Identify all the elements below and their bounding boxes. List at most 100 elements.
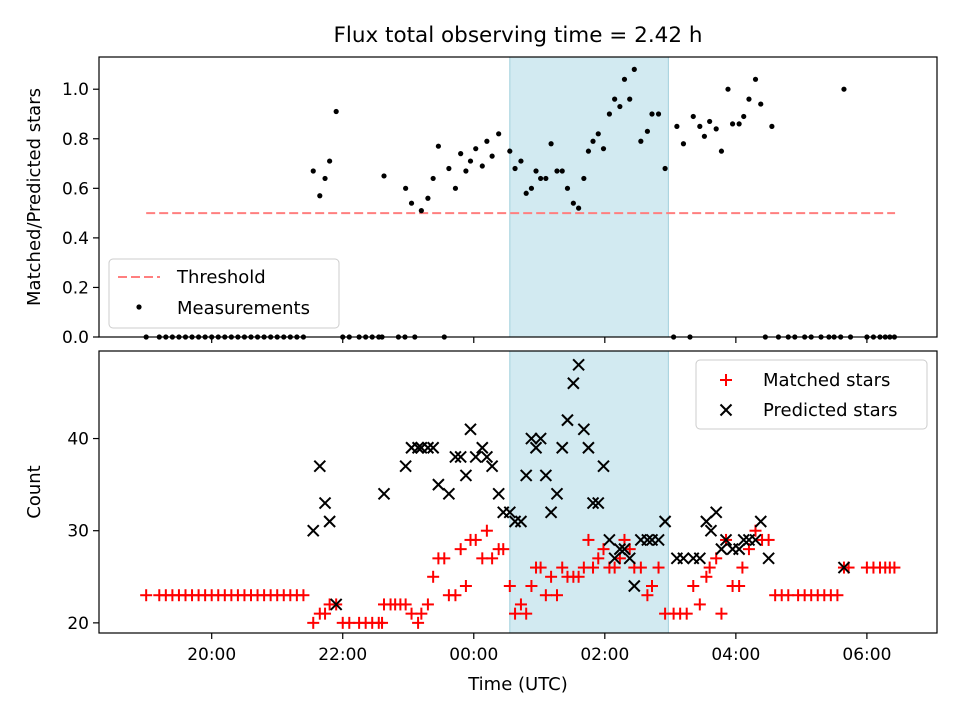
measurements-point xyxy=(479,163,485,169)
predicted-stars-point xyxy=(318,496,332,510)
measurements-point xyxy=(435,143,441,149)
predicted-stars-point xyxy=(514,515,528,528)
measurements-point xyxy=(463,168,469,174)
matched-stars-point xyxy=(645,580,658,592)
measurements-point xyxy=(403,185,409,191)
legend-predicted-swatch xyxy=(719,403,733,417)
predicted-stars-point xyxy=(544,506,558,519)
predicted-stars-point xyxy=(582,441,595,454)
predicted-stars-point xyxy=(525,432,538,445)
y-tick-label: 20 xyxy=(67,614,89,634)
measurements-point xyxy=(655,111,662,117)
measurements-point xyxy=(467,158,474,164)
predicted-stars-point xyxy=(749,533,762,547)
predicted-stars-point xyxy=(519,469,533,482)
predicted-stars-point xyxy=(550,487,564,501)
y-tick-label: 40 xyxy=(67,430,89,450)
measurements-point xyxy=(590,138,596,144)
measurements-point xyxy=(310,168,316,174)
measurements-point xyxy=(725,86,731,92)
legend-box xyxy=(108,258,340,329)
ratio-panel: 0.0 0.2 0.4 0.6 0.8 1.0 Matched/Predicted sta… xyxy=(24,56,938,348)
measurements-point xyxy=(841,86,847,92)
matched-stars-point xyxy=(736,561,749,574)
y-tick-label: 0.2 xyxy=(62,278,89,298)
measurements-point xyxy=(621,76,628,82)
measurements-point xyxy=(543,175,549,182)
matched-stars-point xyxy=(680,607,693,620)
measurements-point xyxy=(713,126,719,132)
matched-stars-point xyxy=(449,589,462,602)
legend-matched-label: Matched stars xyxy=(763,370,890,391)
matched-stars-point xyxy=(421,598,434,611)
matched-stars-point xyxy=(582,533,595,546)
matched-stars-point xyxy=(399,598,412,611)
predicted-stars-point xyxy=(454,450,467,464)
measurements-point xyxy=(644,128,651,134)
legend-box xyxy=(695,359,928,430)
measurements-point xyxy=(322,175,328,182)
predicted-stars-point xyxy=(567,377,580,390)
measurements-point xyxy=(512,165,518,172)
measurements-point xyxy=(418,208,424,214)
matched-stars-point xyxy=(376,616,389,629)
observing-window-shade-bottom xyxy=(509,350,669,634)
matched-stars-point xyxy=(550,589,563,602)
measurements-point xyxy=(446,165,452,172)
ratio-y-axis-label: Matched/Predicted stars xyxy=(24,88,45,306)
measurements-point xyxy=(570,200,576,206)
ratio-legend: Threshold Measurements xyxy=(108,258,340,329)
predicted-stars-point xyxy=(658,515,672,528)
x-tick-label: 02:00 xyxy=(580,645,629,665)
predicted-stars-point xyxy=(323,515,336,528)
measurements-point xyxy=(408,200,415,206)
matched-stars-point xyxy=(700,570,713,583)
x-tick-label: 04:00 xyxy=(711,645,760,665)
measurements-point xyxy=(507,148,513,154)
predicted-stars-point xyxy=(561,413,574,427)
measurements-point xyxy=(538,175,544,182)
predicted-stars-point xyxy=(586,496,600,510)
x-tick-label: 00:00 xyxy=(449,645,498,665)
predicted-stars-point xyxy=(508,515,522,528)
measurements-point xyxy=(707,118,713,125)
measurements-point xyxy=(489,153,495,159)
measurements-point xyxy=(452,185,459,191)
count-panel: 20 30 40 20:00 22:00 00:00 02:00 04:00 06:00 Co… xyxy=(24,350,938,665)
predicted-stars-point xyxy=(399,459,412,473)
predicted-stars-point xyxy=(837,561,851,574)
predicted-stars-point xyxy=(480,450,494,464)
matched-stars-point xyxy=(520,607,533,620)
measurements-point xyxy=(381,173,387,179)
measurements-point xyxy=(697,123,703,129)
matched-stars-point xyxy=(592,552,605,565)
measurements-point xyxy=(533,168,539,174)
predicted-stars-point xyxy=(534,432,547,445)
predicted-stars-point xyxy=(704,524,718,537)
measurements-point xyxy=(333,108,339,115)
matched-stars-point xyxy=(587,561,600,574)
measurements-point xyxy=(528,185,535,191)
predicted-stars-point xyxy=(469,450,482,464)
predicted-stars-point xyxy=(426,441,440,454)
predicted-stars-point xyxy=(432,478,445,491)
predicted-stars-point xyxy=(556,441,569,454)
matched-stars-point xyxy=(693,598,706,611)
predicted-stars-point xyxy=(693,552,707,565)
matched-stars-point xyxy=(687,580,700,592)
predicted-stars-point xyxy=(709,506,723,519)
predicted-stars-point xyxy=(329,598,343,611)
predicted-stars-point xyxy=(623,552,636,565)
predicted-stars-point xyxy=(677,552,690,565)
legend-matched-swatch xyxy=(720,374,732,386)
measurements-point xyxy=(701,133,708,139)
measurements-point xyxy=(564,185,571,191)
legend-threshold-label: Threshold xyxy=(176,267,266,288)
matched-stars-point xyxy=(888,561,901,574)
observing-window-shade-top xyxy=(509,56,669,338)
predicted-stars-point xyxy=(421,441,435,454)
matched-stars-point xyxy=(545,570,558,583)
predicted-stars-point xyxy=(485,459,499,473)
predicted-stars-point xyxy=(476,441,489,454)
